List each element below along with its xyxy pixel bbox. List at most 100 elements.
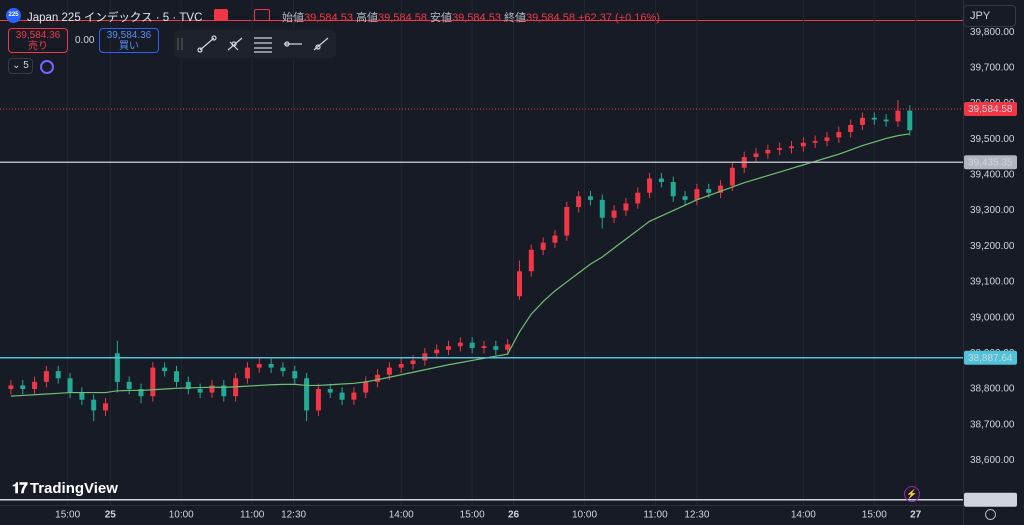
status-icon[interactable] <box>254 9 270 21</box>
logo-text: TradingView <box>29 480 118 497</box>
candle-body <box>635 192 641 204</box>
x-tick-label: 25 <box>105 510 117 521</box>
candle-body <box>162 367 168 372</box>
candle-body <box>729 167 735 186</box>
x-tick-label: 11:00 <box>240 510 265 521</box>
label: 安値 <box>430 12 452 24</box>
candle-body <box>268 364 274 368</box>
price-level-box <box>964 350 1017 365</box>
candle-body <box>623 203 629 211</box>
x-tick-label: 10:00 <box>169 510 194 521</box>
candle-body <box>363 381 369 393</box>
price-level-label: 38,489.84 <box>968 495 1013 506</box>
indicator-icon[interactable] <box>40 60 54 74</box>
label: 終値 <box>504 12 526 24</box>
price-level-box <box>964 102 1017 117</box>
logo-mark: 𝟏𝟕 <box>12 480 30 497</box>
buy-button[interactable]: 39,584.36 買い <box>99 28 159 53</box>
ohlc: 始値39,584.53 高値39,584.58 安値39,584.53 終値39… <box>282 9 660 25</box>
candle-body <box>138 389 144 397</box>
settings-icon[interactable] <box>985 509 996 520</box>
candle-body <box>410 360 416 365</box>
y-tick-label: 39,400.00 <box>970 170 1015 181</box>
x-tick-label: 26 <box>508 510 520 521</box>
candle-body <box>67 378 73 393</box>
candle-body <box>505 344 511 350</box>
x-tick-label: 27 <box>910 510 922 521</box>
candle-body <box>493 346 499 350</box>
trend-line-tool[interactable] <box>199 37 215 51</box>
candle-body <box>576 196 582 207</box>
value: 39,584.53 <box>304 12 353 24</box>
marks <box>0 99 963 501</box>
sell-button[interactable]: 39,584.36 売り <box>8 28 68 53</box>
candle-body <box>824 137 830 141</box>
dot <box>231 41 237 47</box>
candle-body <box>209 385 215 393</box>
candle-body <box>398 364 404 368</box>
logo: 𝟏𝟕 TradingView <box>12 480 118 497</box>
x-tick-label: 14:00 <box>389 510 414 521</box>
alert-icon[interactable]: ⚡ <box>904 486 920 502</box>
indicator-toggle[interactable]: ⌄ 5 <box>8 58 33 74</box>
value: 39,584.58 <box>378 12 427 24</box>
y-tick-label: 39,700.00 <box>970 62 1015 73</box>
candle-body <box>706 189 712 193</box>
candle-body <box>103 403 109 411</box>
candle-body <box>599 199 605 218</box>
candle-body <box>422 353 428 361</box>
y-tick-label: 39,100.00 <box>970 277 1015 288</box>
candle-body <box>292 371 298 379</box>
candle-body <box>256 364 262 368</box>
candle-body <box>280 367 286 372</box>
symbol-title[interactable]: Japan 225 インデックス · 5 · TVC <box>27 12 203 24</box>
value: 39,584.53 <box>452 12 501 24</box>
x-tick-label: 15:00 <box>460 510 485 521</box>
y-tick-label: 39,500.00 <box>970 134 1015 145</box>
candle-body <box>800 142 806 147</box>
candle-body <box>753 153 759 158</box>
flag-icon[interactable] <box>214 9 228 21</box>
moving-average <box>10 133 910 397</box>
currency-button[interactable]: JPY <box>963 5 1016 27</box>
buy-label: 買い <box>119 41 139 52</box>
spread: 0.00 <box>75 35 95 46</box>
y-tick-label: 38,800.00 <box>970 384 1015 395</box>
fib-tool[interactable] <box>254 37 272 53</box>
candle-body <box>670 182 676 197</box>
candle-body <box>812 140 818 143</box>
x-tick-label: 15:00 <box>862 510 887 521</box>
price-level-box <box>964 492 1017 507</box>
dot <box>284 41 290 47</box>
ray-tool[interactable] <box>227 37 243 51</box>
x-tick-label: 14:00 <box>791 510 816 521</box>
drawing-toolbar <box>174 30 336 58</box>
candle-body <box>658 178 664 183</box>
candle-body <box>587 196 593 200</box>
x-tick-label: 15:00 <box>55 510 80 521</box>
candle-body <box>91 399 97 411</box>
candle-body <box>114 353 120 382</box>
candle-body <box>244 367 250 379</box>
candle-body <box>446 346 452 350</box>
sell-label: 売り <box>28 41 48 52</box>
candle-body <box>848 124 854 133</box>
grip <box>177 38 183 50</box>
candle-body <box>469 342 475 348</box>
candle-body <box>351 392 357 400</box>
candle-body <box>871 117 877 120</box>
candle-body <box>339 392 345 400</box>
price-level-label: 39,435.35 <box>968 157 1013 168</box>
sell-price: 39,584.36 <box>15 30 61 41</box>
price-level-box <box>964 155 1017 170</box>
candle-body <box>789 146 795 149</box>
candle-body <box>777 148 783 150</box>
candle-body <box>694 189 700 200</box>
candle-body <box>859 117 865 125</box>
candle-body <box>375 374 381 382</box>
x-tick-label: 12:30 <box>684 510 709 521</box>
candle-body <box>8 385 14 390</box>
candle-body <box>185 381 191 390</box>
y-tick-label: 39,000.00 <box>970 312 1015 323</box>
